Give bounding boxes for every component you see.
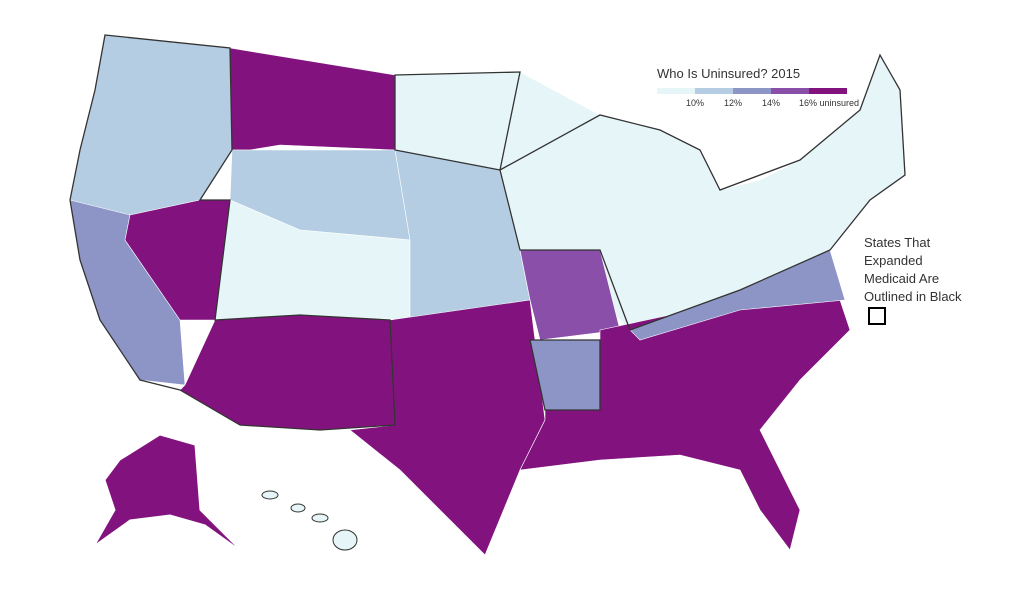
expanded-states-outline: [69, 34, 396, 431]
legend-label: 10%: [686, 98, 704, 108]
legend-label: 14%: [762, 98, 780, 108]
legend-swatch: [657, 88, 695, 94]
hawaii: [261, 490, 279, 500]
legend-swatch: [733, 88, 771, 94]
legend-label: 16% uninsured: [799, 98, 859, 108]
hawaii: [332, 529, 358, 551]
alaska: [94, 434, 241, 551]
region-southeast: [519, 299, 851, 551]
legend-swatch: [695, 88, 733, 94]
region-southwest: [179, 314, 396, 431]
legend-title: Who Is Uninsured? 2015: [657, 66, 801, 81]
hawaii: [311, 513, 329, 523]
annotation-text: States That Expanded Medicaid Are Outlin…: [864, 235, 962, 304]
legend: 10% 12% 14% 16% uninsured: [657, 88, 859, 108]
region-northwest: [69, 34, 233, 221]
expanded-states-outline: [499, 53, 906, 331]
hawaii: [290, 503, 306, 513]
legend-swatch: [809, 88, 847, 94]
expanded-states-outline: [529, 339, 601, 411]
annotation: States That Expanded Medicaid Are Outlin…: [864, 234, 964, 325]
outline-key: [868, 306, 886, 325]
legend-label: 12%: [724, 98, 742, 108]
region-montana: [229, 47, 396, 151]
legend-swatch: [771, 88, 809, 94]
